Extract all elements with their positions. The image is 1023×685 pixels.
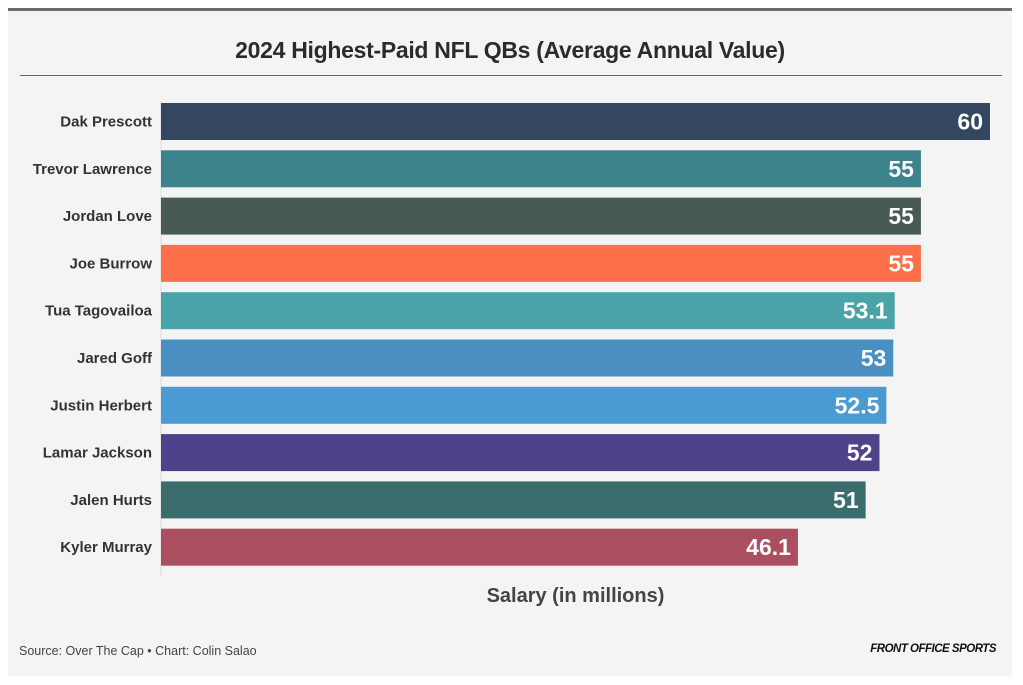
category-label: Joe Burrow: [69, 255, 152, 272]
value-label: 55: [888, 203, 914, 229]
bar: [161, 103, 990, 140]
title-divider: [20, 75, 1002, 76]
source-credit: Source: Over The Cap • Chart: Colin Sala…: [19, 644, 257, 658]
bar: [161, 197, 921, 235]
bar: [161, 292, 895, 330]
bar: [161, 434, 880, 472]
brand-logo: FRONT OFFICE SPORTS: [870, 643, 996, 655]
bar: [161, 481, 866, 519]
value-label: 52: [847, 440, 873, 466]
category-label: Jordan Love: [63, 208, 152, 225]
category-label: Dak Prescott: [60, 114, 152, 131]
value-label: 46.1: [746, 534, 791, 560]
bar: [161, 386, 887, 424]
category-label: Tua Tagovailoa: [45, 303, 153, 320]
value-label: 60: [957, 109, 983, 135]
bar: [161, 528, 798, 566]
value-label: 52.5: [835, 392, 880, 418]
bar: [161, 339, 894, 377]
category-label: Kyler Murray: [60, 539, 152, 556]
bar: [161, 150, 921, 188]
category-label: Jared Goff: [77, 350, 153, 367]
chart-title: 2024 Highest-Paid NFL QBs (Average Annua…: [235, 37, 785, 63]
value-label: 55: [888, 156, 914, 182]
value-label: 53: [861, 345, 887, 371]
category-label: Lamar Jackson: [43, 445, 152, 462]
value-label: 51: [833, 487, 859, 513]
category-label: Justin Herbert: [50, 397, 152, 414]
category-label: Trevor Lawrence: [33, 161, 152, 178]
category-label: Jalen Hurts: [70, 492, 152, 509]
x-axis-label: Salary (in millions): [486, 585, 665, 607]
value-label: 53.1: [843, 298, 888, 324]
bar: [161, 244, 921, 282]
value-label: 55: [888, 250, 914, 276]
